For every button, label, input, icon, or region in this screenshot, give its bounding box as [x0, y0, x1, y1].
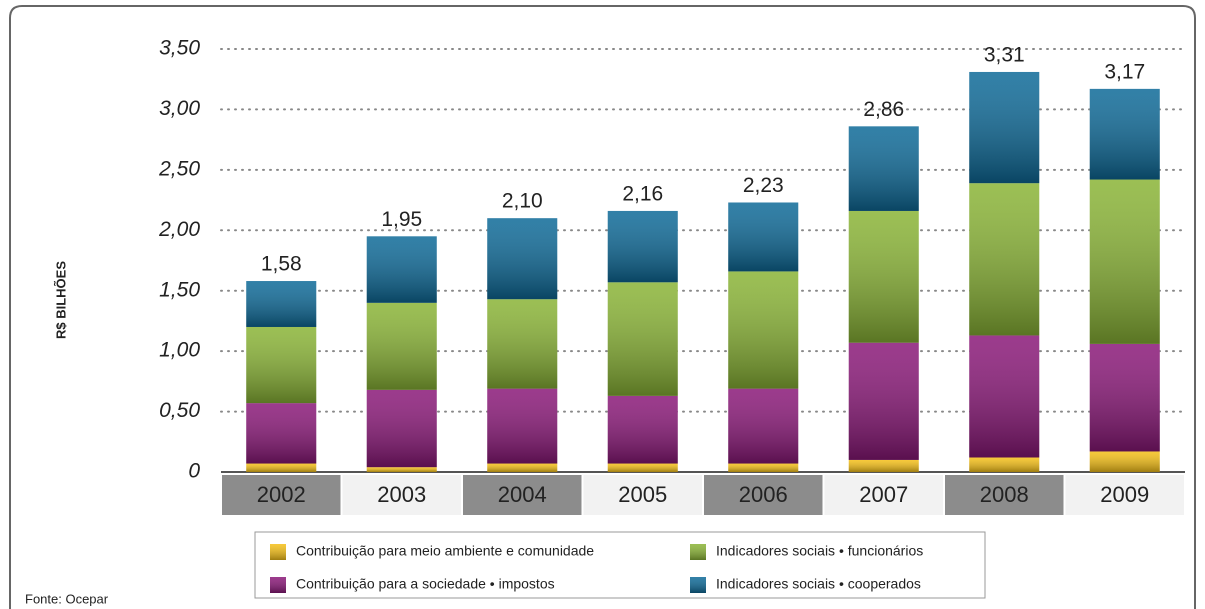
y-tick-label: 1,00 — [159, 339, 200, 362]
x-tick-label: 2006 — [739, 482, 788, 507]
bar-shade — [366, 389, 437, 468]
y-tick-label: 2,00 — [158, 218, 200, 241]
legend-swatch-shade — [690, 544, 706, 560]
bar-shade — [607, 463, 678, 472]
bar-shade — [848, 210, 919, 343]
value-label: 2,16 — [622, 182, 663, 205]
bar-shade — [969, 71, 1040, 184]
x-tick-label: 2003 — [377, 482, 426, 507]
bar-shade — [1089, 343, 1160, 452]
legend-box — [254, 531, 986, 599]
bar-shade — [487, 388, 558, 464]
x-tick-label: 2008 — [980, 482, 1029, 507]
legend-label: Contribuição para meio ambiente e comuni… — [296, 543, 594, 559]
legend-swatch-shade — [690, 577, 706, 593]
bar-shade — [246, 281, 317, 327]
legend-label: Contribuição para a sociedade • impostos — [296, 576, 555, 592]
y-tick-label: 3,50 — [159, 37, 200, 60]
x-tick-label: 2002 — [257, 482, 306, 507]
category-cell — [824, 475, 943, 515]
category-cell — [342, 475, 461, 515]
bar-shade — [1089, 88, 1160, 180]
legend-swatch-shade — [270, 577, 286, 593]
value-label: 2,23 — [743, 174, 784, 197]
bar-shade — [487, 218, 558, 300]
source: Fonte: Ocepar — [25, 591, 109, 606]
value-label: 3,31 — [984, 44, 1025, 67]
bar-shade — [246, 326, 317, 404]
bar-shade — [607, 395, 678, 464]
legend-label: Indicadores sociais • cooperados — [716, 576, 921, 592]
category-cell — [1065, 475, 1184, 515]
bar-shade — [728, 271, 799, 389]
legend-swatch-shade — [270, 544, 286, 560]
y-tick-label: 0,50 — [159, 399, 200, 422]
category-cell — [222, 475, 341, 515]
bar-shade — [246, 463, 317, 472]
category-cell — [945, 475, 1064, 515]
value-label: 3,17 — [1104, 60, 1145, 83]
value-label: 1,95 — [381, 208, 422, 231]
bar-shade — [969, 335, 1040, 458]
bar-shade — [969, 183, 1040, 336]
y-tick-label: 2,50 — [158, 157, 200, 180]
bar-shade — [366, 302, 437, 390]
x-tick-label: 2009 — [1100, 482, 1149, 507]
bar-shade — [366, 467, 437, 472]
frame — [9, 5, 1196, 609]
value-label: 1,58 — [261, 253, 302, 276]
legend-label: Indicadores sociais • funcionários — [716, 543, 923, 559]
category-cell — [704, 475, 823, 515]
bar-shade — [1089, 179, 1160, 344]
y-tick-label: 3,00 — [159, 97, 200, 120]
value-label: 2,10 — [502, 190, 543, 213]
bar-shade — [848, 459, 919, 472]
bar-shade — [607, 210, 678, 283]
bar-shade — [487, 463, 558, 472]
category-cell — [463, 475, 582, 515]
x-tick-label: 2007 — [859, 482, 908, 507]
bar-shade — [848, 342, 919, 460]
x-tick-label: 2005 — [618, 482, 667, 507]
value-label: 2,86 — [863, 98, 904, 121]
bar-shade — [969, 457, 1040, 472]
bar-shade — [1089, 451, 1160, 472]
y-axis-label: R$ BILHÕES — [53, 261, 68, 339]
bar-shade — [366, 236, 437, 303]
bar-shade — [728, 463, 799, 472]
bar-shade — [728, 202, 799, 272]
y-tick-label: 1,50 — [159, 278, 200, 301]
bar-shade — [246, 403, 317, 464]
category-cell — [583, 475, 702, 515]
bar-shade — [487, 299, 558, 389]
bar-shade — [848, 126, 919, 211]
y-tick-label: 0 — [188, 460, 200, 483]
bar-shade — [728, 388, 799, 464]
bar-shade — [607, 282, 678, 396]
x-tick-label: 2004 — [498, 482, 547, 507]
